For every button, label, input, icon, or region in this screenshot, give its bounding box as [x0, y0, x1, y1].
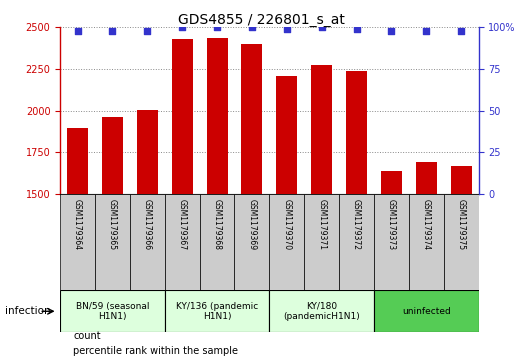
Point [213, 24, 221, 30]
Bar [304, 194, 339, 290]
Text: BN/59 (seasonal
H1N1): BN/59 (seasonal H1N1) [76, 302, 149, 321]
Text: GSM1179369: GSM1179369 [247, 199, 256, 250]
Bar [60, 290, 165, 332]
Bar [165, 194, 200, 290]
Text: GSM1179365: GSM1179365 [108, 199, 117, 250]
Text: KY/136 (pandemic
H1N1): KY/136 (pandemic H1N1) [176, 302, 258, 321]
Bar [207, 38, 228, 194]
Bar [172, 39, 192, 194]
Point [248, 24, 256, 30]
Point [457, 28, 465, 33]
Text: percentile rank within the sample: percentile rank within the sample [73, 346, 238, 356]
Bar [165, 290, 269, 332]
Bar [137, 110, 158, 194]
Text: GDS4855 / 226801_s_at: GDS4855 / 226801_s_at [178, 13, 345, 27]
Bar [130, 194, 165, 290]
Text: GSM1179372: GSM1179372 [352, 199, 361, 250]
Point [73, 28, 82, 33]
Bar [416, 162, 437, 194]
Text: GSM1179366: GSM1179366 [143, 199, 152, 250]
Bar [381, 171, 402, 194]
Bar [269, 290, 374, 332]
Point [422, 28, 430, 33]
Bar [444, 194, 479, 290]
Text: GSM1179371: GSM1179371 [317, 199, 326, 250]
Text: GSM1179370: GSM1179370 [282, 199, 291, 250]
Bar [200, 194, 234, 290]
Bar [242, 44, 263, 194]
Text: GSM1179373: GSM1179373 [387, 199, 396, 250]
Bar [374, 194, 409, 290]
Bar [95, 194, 130, 290]
Bar [451, 166, 472, 194]
Bar [60, 194, 95, 290]
Text: GSM1179368: GSM1179368 [212, 199, 222, 250]
Bar [276, 76, 297, 194]
Bar [339, 194, 374, 290]
Text: KY/180
(pandemicH1N1): KY/180 (pandemicH1N1) [283, 302, 360, 321]
Text: GSM1179364: GSM1179364 [73, 199, 82, 250]
Text: GSM1179367: GSM1179367 [178, 199, 187, 250]
Point [282, 26, 291, 32]
Text: count: count [73, 331, 101, 341]
Point [178, 24, 186, 30]
Bar [346, 71, 367, 194]
Point [143, 28, 152, 33]
Bar [102, 117, 123, 194]
Point [387, 28, 395, 33]
Bar [374, 290, 479, 332]
Bar [234, 194, 269, 290]
Text: infection: infection [5, 306, 51, 316]
Bar [409, 194, 444, 290]
Text: uninfected: uninfected [402, 307, 451, 316]
Bar [269, 194, 304, 290]
Bar [67, 128, 88, 194]
Point [353, 26, 361, 32]
Point [317, 24, 326, 30]
Text: GSM1179374: GSM1179374 [422, 199, 431, 250]
Bar [311, 65, 332, 194]
Text: GSM1179375: GSM1179375 [457, 199, 465, 250]
Point [108, 28, 117, 33]
